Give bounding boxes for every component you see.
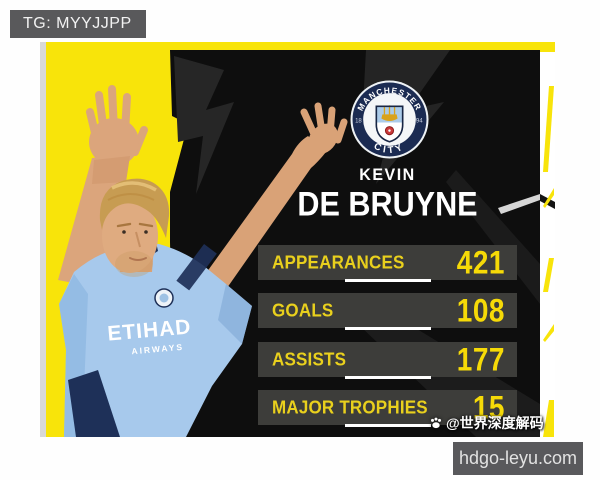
stat-label: MAJOR TROPHIES xyxy=(272,396,428,418)
stat-row-assists: ASSISTS 177 xyxy=(258,341,517,377)
watermark: @世界深度解码 xyxy=(429,413,544,433)
telegram-banner: TG: MYYJJPP xyxy=(10,10,146,38)
face xyxy=(102,199,158,273)
stat-row-appearances: APPEARANCES 421 xyxy=(258,244,517,280)
badge-year-left: 18 xyxy=(355,119,362,125)
sponsor-subtext: AIRWAYS xyxy=(131,342,184,357)
hair xyxy=(99,178,170,238)
stat-row-goals: GOALS 108 xyxy=(258,292,517,328)
stat-label: APPEARANCES xyxy=(272,251,405,273)
stat-row-major-trophies: MAJOR TROPHIES 15 xyxy=(258,389,517,425)
player-name-block: KEVIN DE BRUYNE xyxy=(258,166,517,224)
telegram-handle: TG: MYYJJPP xyxy=(23,15,132,32)
stat-value: 421 xyxy=(456,244,505,280)
club-badge: MANCHESTER CITY 18 94 xyxy=(350,80,429,159)
player-photo: ETIHAD AIRWAYS xyxy=(58,85,348,437)
stat-label: ASSISTS xyxy=(272,348,347,370)
website-banner: hdgo-leyu.com xyxy=(453,442,583,475)
jersey-stripe xyxy=(68,370,120,437)
badge-shield xyxy=(375,105,404,143)
stats-card: ETIHAD AIRWAYS MANCHESTER CITY 18 94 xyxy=(40,42,555,437)
stat-value: 177 xyxy=(456,341,505,377)
yellow-edge-dashes xyxy=(543,86,554,437)
stat-value: 15 xyxy=(472,389,505,425)
stat-label: GOALS xyxy=(272,299,334,321)
website-url: hdgo-leyu.com xyxy=(458,448,578,468)
background-art: ETIHAD AIRWAYS xyxy=(46,42,555,437)
paw-icon xyxy=(431,417,441,429)
badge-year-right: 94 xyxy=(416,119,423,125)
player-last-name: DE BRUYNE xyxy=(297,186,478,224)
watermark-handle: @世界深度解码 xyxy=(446,415,544,431)
stat-value: 108 xyxy=(456,292,505,328)
player-first-name: KEVIN xyxy=(359,166,416,185)
jersey xyxy=(59,242,252,437)
lightning-bolt-icon xyxy=(174,56,234,194)
